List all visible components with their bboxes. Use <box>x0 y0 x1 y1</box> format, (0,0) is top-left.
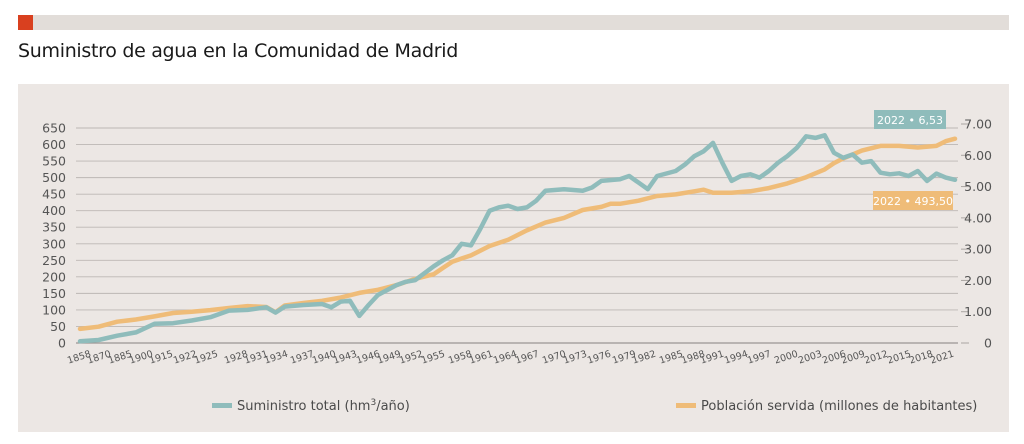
legend-label-supply: Suministro total (hm3/año) <box>237 398 410 414</box>
y-right-tick-label: 4.00 <box>964 210 992 225</box>
x-tick-label: 1961 <box>468 349 494 367</box>
y-right-tick-label: 7.00 <box>964 117 992 132</box>
annotations: 2022 • 6,53 2022 • 493,50 <box>873 110 953 210</box>
annotation-supply-label: 2022 • 6,53 <box>877 114 943 127</box>
y-left-tick-label: 100 <box>42 302 66 317</box>
series-line-supply <box>77 133 958 344</box>
x-tick-label: 1973 <box>562 349 588 367</box>
x-tick-label: 2021 <box>929 349 955 367</box>
y-left-tick-label: 50 <box>50 319 66 334</box>
y-axis-right: 0 1.00 2.00 3.00 4.00 5.00 6.00 7.00 <box>964 117 992 351</box>
series-line-population <box>77 136 958 332</box>
y-right-tick-label: 2.00 <box>964 273 992 288</box>
legend-swatch-supply <box>212 403 232 408</box>
y-left-tick-label: 450 <box>42 187 66 202</box>
y-right-tick-label: 1.00 <box>964 304 992 319</box>
y-right-tick-label: 0 <box>984 336 992 351</box>
x-tick-label: 1982 <box>631 349 657 367</box>
y-left-tick-label: 550 <box>42 154 66 169</box>
x-tick-label: 1915 <box>148 349 174 367</box>
x-tick-label: 2003 <box>797 349 823 367</box>
y-left-tick-label: 0 <box>58 336 66 351</box>
chart-title: Suministro de agua en la Comunidad de Ma… <box>18 40 458 62</box>
x-tick-label: 1934 <box>263 349 289 367</box>
y-left-tick-label: 600 <box>42 137 66 152</box>
y-left-tick-label: 200 <box>42 269 66 284</box>
legend: Suministro total (hm3/año) Población ser… <box>212 398 977 414</box>
annotation-population-box <box>873 191 953 210</box>
x-tick-label: 1925 <box>193 349 219 367</box>
y-left-tick-label: 350 <box>42 220 66 235</box>
x-tick-label: 1997 <box>746 349 772 367</box>
chart-panel <box>18 84 1009 432</box>
x-tick-label: 1943 <box>332 349 358 367</box>
y-right-tick-label: 6.00 <box>964 148 992 163</box>
y-left-tick-label: 400 <box>42 203 66 218</box>
legend-label-population: Población servida (millones de habitante… <box>701 399 977 414</box>
x-tick-label: 1976 <box>586 349 612 367</box>
x-tick-label: 2000 <box>773 349 799 367</box>
x-tick-label: 1994 <box>723 349 749 367</box>
y-left-tick-label: 650 <box>42 121 66 136</box>
y-left-tick-label: 150 <box>42 286 66 301</box>
legend-swatch-population <box>676 403 696 408</box>
accent-square <box>18 15 33 30</box>
annotation-supply-box <box>874 110 946 129</box>
y-left-tick-label: 250 <box>42 253 66 268</box>
y-right-tick-label: 3.00 <box>964 242 992 257</box>
y-left-tick-label: 500 <box>42 170 66 185</box>
y-left-tick-label: 300 <box>42 236 66 251</box>
annotation-population-label: 2022 • 493,50 <box>873 195 953 208</box>
x-tick-label: 1955 <box>420 349 446 367</box>
series-lines <box>77 133 958 344</box>
x-tick-label: 1967 <box>514 349 540 367</box>
x-tick-label: 2012 <box>863 349 889 367</box>
header-bar <box>18 15 1009 30</box>
y-right-tick-label: 5.00 <box>964 179 992 194</box>
